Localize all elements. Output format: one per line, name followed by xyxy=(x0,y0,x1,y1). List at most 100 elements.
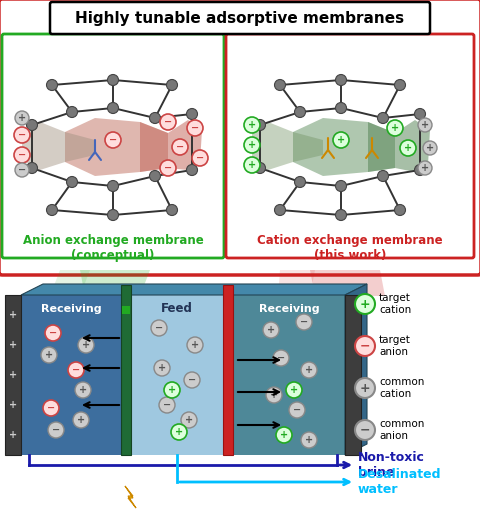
Circle shape xyxy=(286,382,302,398)
Text: −: − xyxy=(18,130,26,140)
Circle shape xyxy=(73,412,89,428)
Text: +: + xyxy=(9,370,17,380)
Circle shape xyxy=(26,120,37,130)
Text: common
cation: common cation xyxy=(379,377,424,399)
Circle shape xyxy=(254,162,265,174)
Circle shape xyxy=(14,147,30,163)
Circle shape xyxy=(172,139,188,155)
Circle shape xyxy=(333,132,349,148)
Text: Receiving: Receiving xyxy=(259,304,319,314)
Text: +: + xyxy=(305,435,313,445)
Circle shape xyxy=(154,360,170,376)
Text: −: − xyxy=(155,323,163,333)
Bar xyxy=(233,295,345,455)
Circle shape xyxy=(187,165,197,175)
Polygon shape xyxy=(80,270,150,296)
Circle shape xyxy=(355,420,375,440)
Circle shape xyxy=(289,402,305,418)
FancyBboxPatch shape xyxy=(226,34,474,258)
Polygon shape xyxy=(65,118,168,176)
Bar xyxy=(121,285,131,455)
Text: +: + xyxy=(280,430,288,440)
Circle shape xyxy=(45,325,61,341)
Bar xyxy=(345,295,361,455)
Circle shape xyxy=(301,432,317,448)
Polygon shape xyxy=(278,270,315,296)
Text: +: + xyxy=(421,163,429,173)
Text: target
cation: target cation xyxy=(379,293,411,315)
Text: +: + xyxy=(248,160,256,170)
Text: +: + xyxy=(168,385,176,395)
Text: +: + xyxy=(9,310,17,320)
Text: −: − xyxy=(293,405,301,415)
Circle shape xyxy=(423,141,437,155)
Text: common
anion: common anion xyxy=(379,419,424,441)
Circle shape xyxy=(108,210,119,221)
Text: +: + xyxy=(45,350,53,360)
Circle shape xyxy=(43,400,59,416)
Circle shape xyxy=(15,111,29,125)
Circle shape xyxy=(184,372,200,388)
Bar xyxy=(21,295,121,455)
Text: −: − xyxy=(52,425,60,435)
Polygon shape xyxy=(345,284,367,455)
Text: +: + xyxy=(267,325,275,335)
Circle shape xyxy=(266,387,282,403)
Circle shape xyxy=(355,378,375,398)
Circle shape xyxy=(192,150,208,166)
Circle shape xyxy=(67,176,77,188)
Text: −: − xyxy=(109,135,117,145)
Circle shape xyxy=(108,75,119,85)
Circle shape xyxy=(301,362,317,378)
Circle shape xyxy=(395,80,406,90)
Text: −: − xyxy=(18,165,26,175)
Circle shape xyxy=(336,210,347,221)
Circle shape xyxy=(415,108,425,120)
Polygon shape xyxy=(50,270,90,296)
Circle shape xyxy=(336,103,347,113)
Circle shape xyxy=(400,140,416,156)
Circle shape xyxy=(149,171,160,181)
Circle shape xyxy=(355,336,375,356)
Circle shape xyxy=(418,161,432,175)
Circle shape xyxy=(244,137,260,153)
Text: +: + xyxy=(9,400,17,410)
Circle shape xyxy=(418,118,432,132)
Text: target
anion: target anion xyxy=(379,335,411,357)
Text: +: + xyxy=(360,297,370,311)
Text: Cation exchange membrane
(this work): Cation exchange membrane (this work) xyxy=(257,234,443,262)
Circle shape xyxy=(15,163,29,177)
Text: +: + xyxy=(270,390,278,400)
Circle shape xyxy=(387,120,403,136)
Circle shape xyxy=(14,127,30,143)
Text: −: − xyxy=(300,317,308,327)
Text: −: − xyxy=(188,375,196,385)
FancyBboxPatch shape xyxy=(50,2,430,34)
Text: +: + xyxy=(248,140,256,150)
Circle shape xyxy=(181,412,197,428)
Circle shape xyxy=(187,337,203,353)
Text: +: + xyxy=(185,415,193,425)
Circle shape xyxy=(254,120,265,130)
Text: Receiving: Receiving xyxy=(41,304,101,314)
Circle shape xyxy=(296,314,312,330)
Text: Non-toxic
brine: Non-toxic brine xyxy=(358,451,425,479)
Circle shape xyxy=(164,382,180,398)
Circle shape xyxy=(336,75,347,85)
Text: −: − xyxy=(18,150,26,160)
Text: +: + xyxy=(391,123,399,133)
Polygon shape xyxy=(125,486,136,508)
Text: +: + xyxy=(248,120,256,130)
Text: +: + xyxy=(82,340,90,350)
Circle shape xyxy=(273,350,289,366)
Circle shape xyxy=(275,80,286,90)
Circle shape xyxy=(75,382,91,398)
Bar xyxy=(223,285,233,455)
Text: Highly tunable adsorptive membranes: Highly tunable adsorptive membranes xyxy=(75,12,405,27)
Circle shape xyxy=(67,106,77,118)
Circle shape xyxy=(377,112,388,124)
Text: −: − xyxy=(196,153,204,163)
Circle shape xyxy=(78,337,94,353)
Text: Feed: Feed xyxy=(161,303,193,315)
Text: +: + xyxy=(77,415,85,425)
